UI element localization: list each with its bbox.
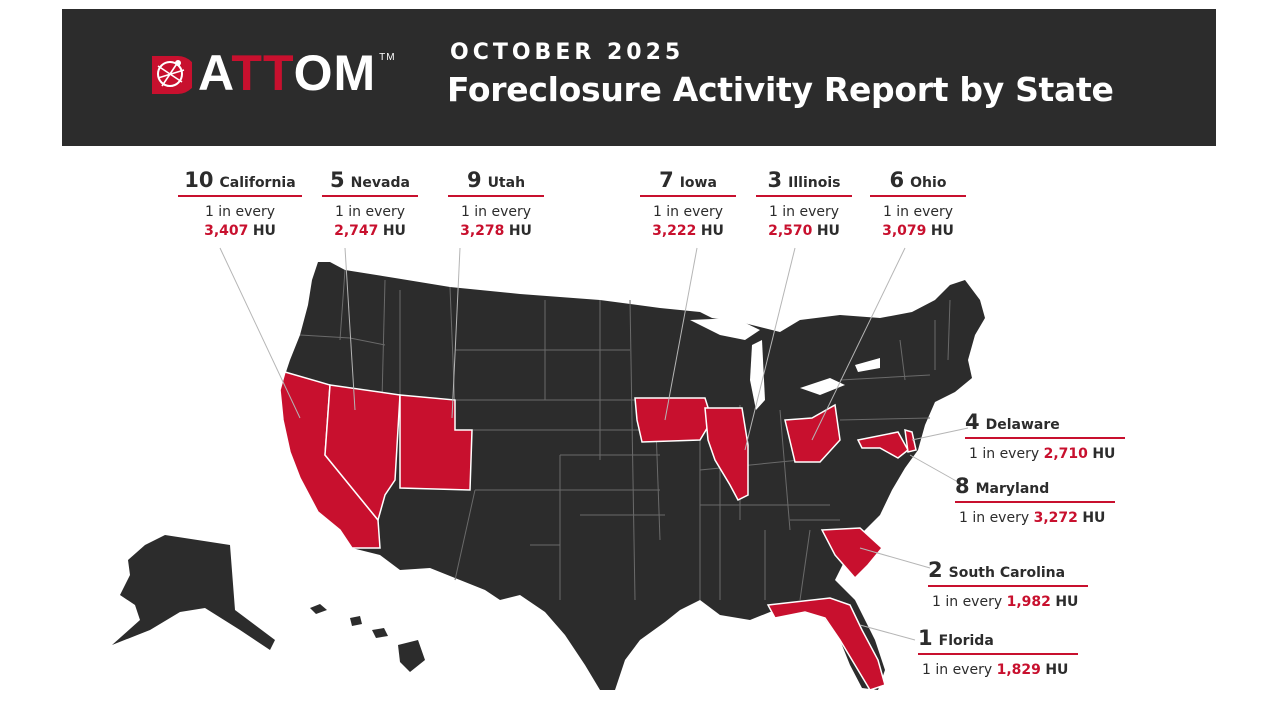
state-alaska <box>112 535 275 650</box>
callout-maryland: 8 Maryland 1 in every 3,272 HU <box>955 474 1115 528</box>
attom-logo-text: ATTOM TM <box>198 45 396 101</box>
state-utah <box>399 394 473 491</box>
state-south-carolina <box>820 527 884 580</box>
state-maryland <box>856 431 909 459</box>
state-hawaii <box>310 604 425 672</box>
state-delaware <box>904 428 917 453</box>
callout-ohio: 6 Ohio 1 in every 3,079 HU <box>870 168 966 241</box>
state-illinois <box>704 407 749 501</box>
report-title: Foreclosure Activity Report by State <box>447 70 1114 109</box>
callout-illinois: 3 Illinois 1 in every 2,570 HU <box>756 168 852 241</box>
callout-florida: 1 Florida 1 in every 1,829 HU <box>918 626 1078 680</box>
state-florida <box>766 597 886 691</box>
callout-south-carolina: 2 South Carolina 1 in every 1,982 HU <box>928 558 1088 612</box>
callout-delaware: 4 Delaware 1 in every 2,710 HU <box>965 410 1125 464</box>
callout-utah: 9 Utah 1 in every 3,278 HU <box>448 168 544 241</box>
report-month: OCTOBER 2025 <box>450 40 685 65</box>
header-banner <box>62 9 1216 146</box>
state-ohio <box>784 403 841 463</box>
callout-nevada: 5 Nevada 1 in every 2,747 HU <box>322 168 418 241</box>
attom-logo-mark-icon <box>152 56 192 94</box>
callout-iowa: 7 Iowa 1 in every 3,222 HU <box>640 168 736 241</box>
callout-california: 10 California 1 in every 3,407 HU <box>178 168 302 241</box>
state-iowa <box>634 397 713 443</box>
